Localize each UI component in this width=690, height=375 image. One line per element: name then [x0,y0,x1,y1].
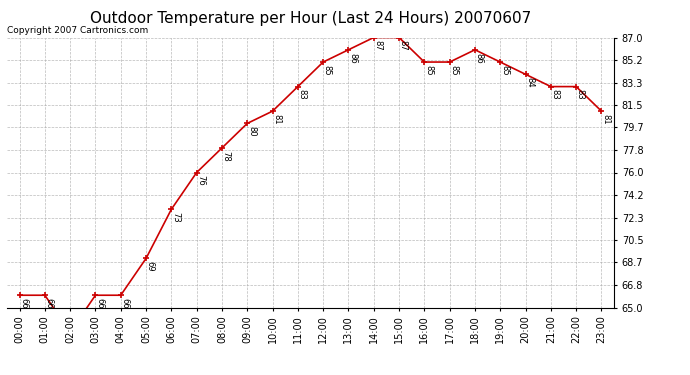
Text: 85: 85 [449,65,458,75]
Text: 76: 76 [197,175,206,186]
Text: 85: 85 [323,65,332,75]
Text: 83: 83 [297,89,306,100]
Text: 66: 66 [45,298,54,309]
Text: 66: 66 [19,298,28,309]
Text: 87: 87 [399,40,408,51]
Text: 81: 81 [601,114,610,125]
Text: 83: 83 [576,89,585,100]
Text: 66: 66 [121,298,130,309]
Text: 86: 86 [348,53,357,63]
Text: 87: 87 [373,40,382,51]
Text: 78: 78 [221,151,230,162]
Text: 69: 69 [146,261,155,272]
Text: 66: 66 [95,298,104,309]
Text: Copyright 2007 Cartronics.com: Copyright 2007 Cartronics.com [7,26,148,35]
Text: 81: 81 [273,114,282,125]
Text: Outdoor Temperature per Hour (Last 24 Hours) 20070607: Outdoor Temperature per Hour (Last 24 Ho… [90,11,531,26]
Text: 85: 85 [500,65,509,75]
Text: 86: 86 [475,53,484,63]
Text: 83: 83 [551,89,560,100]
Text: 73: 73 [171,212,180,223]
Text: 80: 80 [247,126,256,137]
Text: 84: 84 [525,77,534,88]
Text: 63: 63 [0,374,1,375]
Text: 85: 85 [424,65,433,75]
